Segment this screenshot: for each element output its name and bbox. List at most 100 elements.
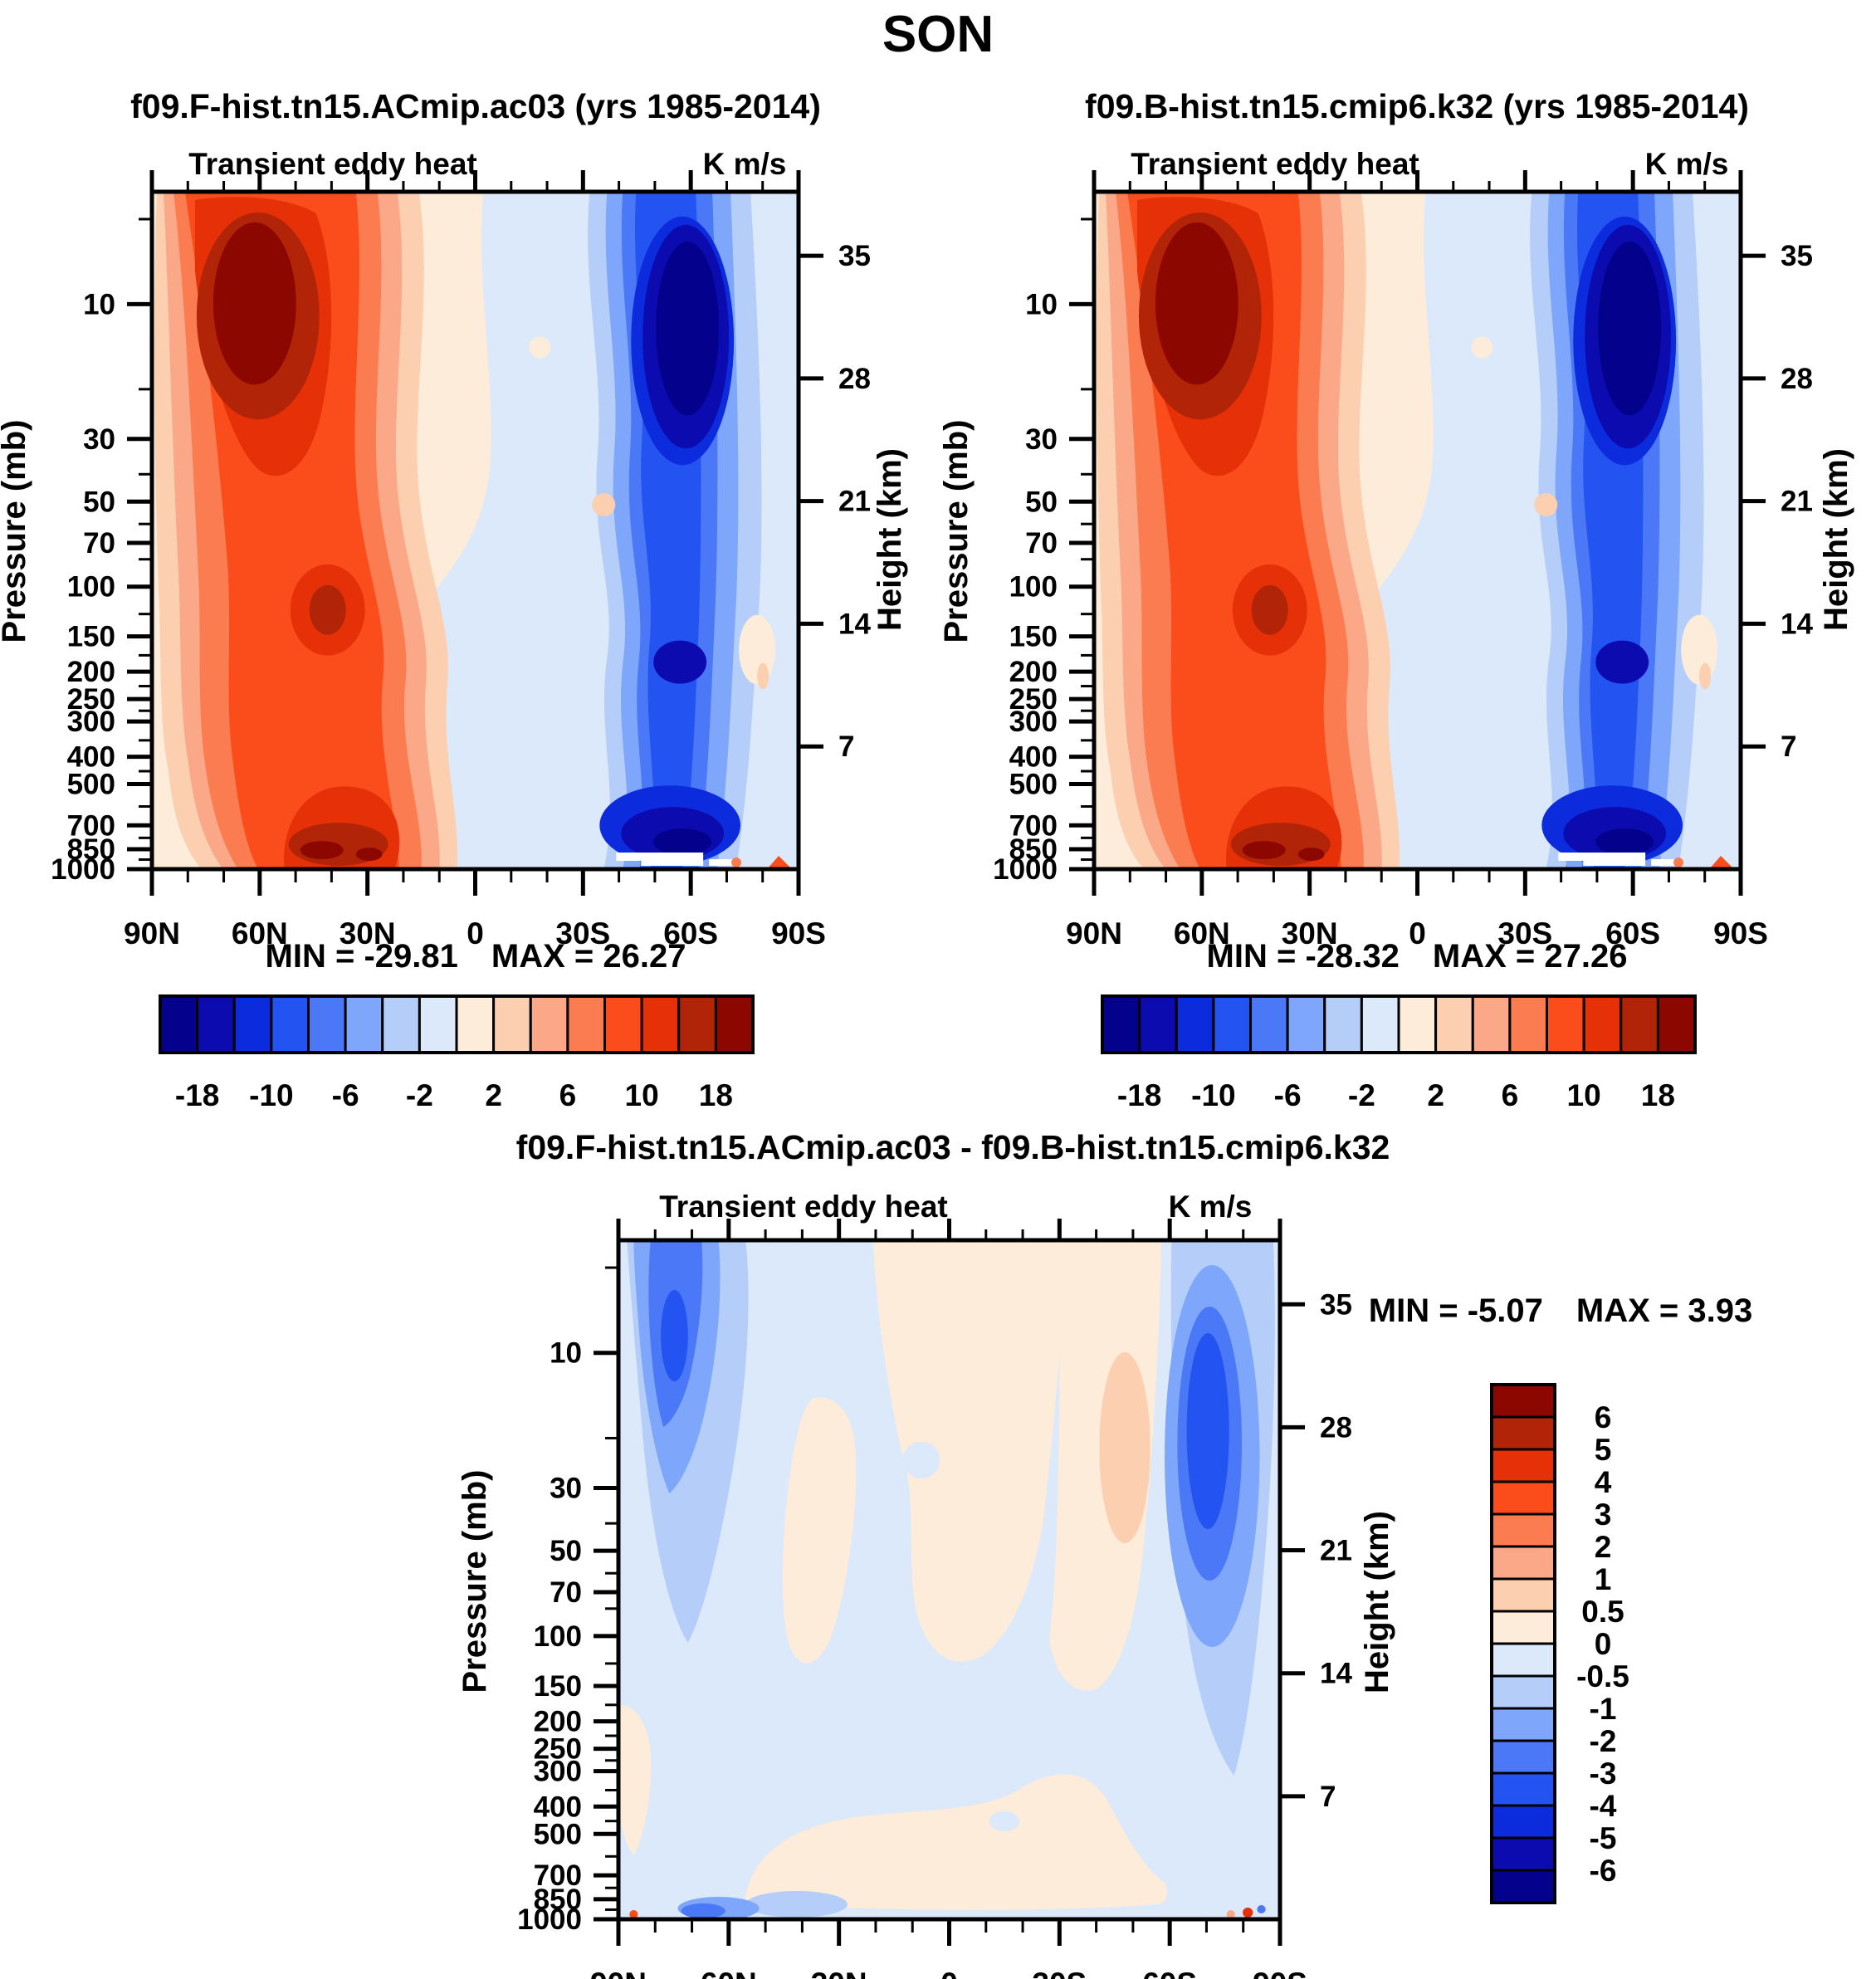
diff-colorbar-label: 0.5: [1581, 1595, 1624, 1629]
diff-colorbar-cell: [1490, 1415, 1556, 1451]
diff-colorbar-cell: [1490, 1480, 1556, 1516]
lat-tick-label: 60S: [663, 916, 718, 950]
diff-colorbar-label: -6: [1590, 1854, 1617, 1888]
colorbar-cell: [455, 994, 496, 1054]
height-tick-label: 7: [838, 731, 854, 763]
pressure-tick-label: 50: [550, 1535, 582, 1567]
pressure-axis-label-right: Pressure (mb): [938, 420, 975, 643]
diff-colorbar-cell: [1490, 1545, 1556, 1581]
diff-colorbar-border: [1490, 1383, 1556, 1904]
colorbar-label: 18: [699, 1078, 733, 1112]
colorbar-cell: [603, 994, 643, 1054]
colorbar-cell: [640, 994, 681, 1054]
stats-top-right: MIN = -28.32 MAX = 27.26: [1207, 938, 1628, 975]
pressure-tick-label: 70: [1025, 527, 1058, 559]
pressure-tick-label: 70: [550, 1576, 582, 1609]
pressure-tick-label: 500: [67, 769, 115, 801]
lat-tick-label: 30S: [555, 916, 610, 950]
colorbar-border: [159, 994, 755, 1054]
height-tick-label: 14: [838, 608, 871, 640]
colorbar-label: 6: [1502, 1078, 1519, 1112]
pressure-tick-label: 400: [534, 1791, 582, 1823]
diff-colorbar-cell: [1490, 1448, 1556, 1483]
field-top-right: [1094, 192, 1742, 870]
pressure-tick-label: 50: [1025, 486, 1058, 518]
pressure-tick-label: 250: [67, 683, 115, 716]
colorbar-cell: [381, 994, 421, 1054]
stats-diff: MIN = -5.07 MAX = 3.93: [1369, 1292, 1752, 1329]
pressure-tick-label: 70: [83, 527, 115, 559]
diff-colorbar-label: 0: [1595, 1627, 1612, 1661]
colorbar-cell: [196, 994, 236, 1054]
colorbar-cell: [307, 994, 347, 1054]
pressure-tick-label: 300: [1009, 706, 1058, 738]
colorbar-label: 2: [1427, 1078, 1444, 1112]
pressure-tick-label: 150: [1009, 621, 1058, 653]
pressure-tick-label: 30: [83, 423, 115, 456]
pressure-tick-label: 200: [1009, 656, 1058, 688]
pressure-tick-label: 150: [534, 1670, 582, 1703]
lat-tick-label: 60N: [232, 916, 288, 950]
pressure-tick-label: 100: [534, 1620, 582, 1653]
pressure-tick-label: 10: [83, 288, 115, 320]
colorbar-cell: [1249, 994, 1289, 1054]
pressure-axis-label-left: Pressure (mb): [0, 420, 32, 643]
colorbar-cell: [529, 994, 569, 1054]
height-tick-label: 14: [1781, 608, 1813, 640]
height-axis-label-diff: Height (km): [1359, 1511, 1395, 1693]
colorbar-cell: [714, 994, 755, 1054]
colorbar-label: 2: [485, 1078, 502, 1112]
diff-colorbar-label: -5: [1590, 1821, 1617, 1855]
stats-top-left: MIN = -29.81 MAX = 26.27: [266, 938, 686, 975]
colorbar-cell: [677, 994, 717, 1054]
lat-tick-label: 30N: [340, 916, 396, 950]
diff-colorbar-cell: [1490, 1869, 1556, 1904]
pressure-tick-label: 10: [1025, 288, 1058, 320]
diff-colorbar-label: 1: [1595, 1562, 1612, 1596]
diff-colorbar-label: 4: [1595, 1465, 1612, 1499]
field-diff: [618, 1240, 1281, 1920]
diff-colorbar-cell: [1490, 1577, 1556, 1613]
colorbar-cell: [1434, 994, 1474, 1054]
colorbar-cell: [566, 994, 606, 1054]
field-top-left: [152, 192, 799, 870]
pressure-tick-label: 700: [534, 1859, 582, 1892]
height-tick-label: 28: [838, 363, 871, 395]
colorbar-cell: [1620, 994, 1659, 1054]
diff-colorbar-label: -2: [1590, 1724, 1617, 1758]
colorbar-border: [1101, 994, 1697, 1054]
lat-tick-label: 30N: [811, 1967, 867, 1979]
diff-colorbar-cell: [1490, 1642, 1556, 1678]
diff-colorbar-cell: [1490, 1707, 1556, 1742]
colorbar-cell: [344, 994, 384, 1054]
colorbar-label: 6: [559, 1078, 577, 1112]
diff-colorbar-cell: [1490, 1674, 1556, 1710]
lat-tick-label: 60S: [1142, 1967, 1197, 1979]
units-label-top-right: K m/s: [1645, 147, 1729, 181]
lat-tick-label: 90N: [590, 1967, 647, 1979]
height-tick-label: 7: [1320, 1781, 1336, 1813]
height-tick-label: 14: [1320, 1658, 1352, 1690]
lat-tick-label: 30N: [1282, 916, 1338, 950]
pressure-tick-label: 30: [550, 1473, 582, 1505]
height-tick-label: 21: [1781, 486, 1813, 518]
lat-tick-label: 30S: [1032, 1967, 1087, 1979]
colorbar-cell: [159, 994, 199, 1054]
panel-top-right-title: f09.B-hist.tn15.cmip6.k32 (yrs 1985-2014…: [1085, 87, 1749, 125]
pressure-tick-label: 500: [534, 1818, 582, 1850]
height-tick-label: 28: [1781, 363, 1813, 395]
height-axis-label-left: Height (km): [872, 448, 908, 631]
pressure-tick-label: 200: [534, 1706, 582, 1738]
diff-colorbar-cell: [1490, 1610, 1556, 1645]
colorbar-label: -6: [332, 1078, 359, 1112]
colorbar-label: -2: [1348, 1078, 1375, 1112]
pressure-tick-label: 700: [1009, 809, 1058, 842]
diff-colorbar-cell: [1490, 1836, 1556, 1872]
diff-colorbar-label: 3: [1595, 1498, 1612, 1532]
pressure-tick-label: 1000: [517, 1903, 582, 1936]
units-label-top-left: K m/s: [703, 147, 787, 181]
lat-tick-label: 60N: [1174, 916, 1230, 950]
lat-tick-label: 90S: [771, 916, 826, 950]
lat-tick-label: 60N: [701, 1967, 757, 1979]
